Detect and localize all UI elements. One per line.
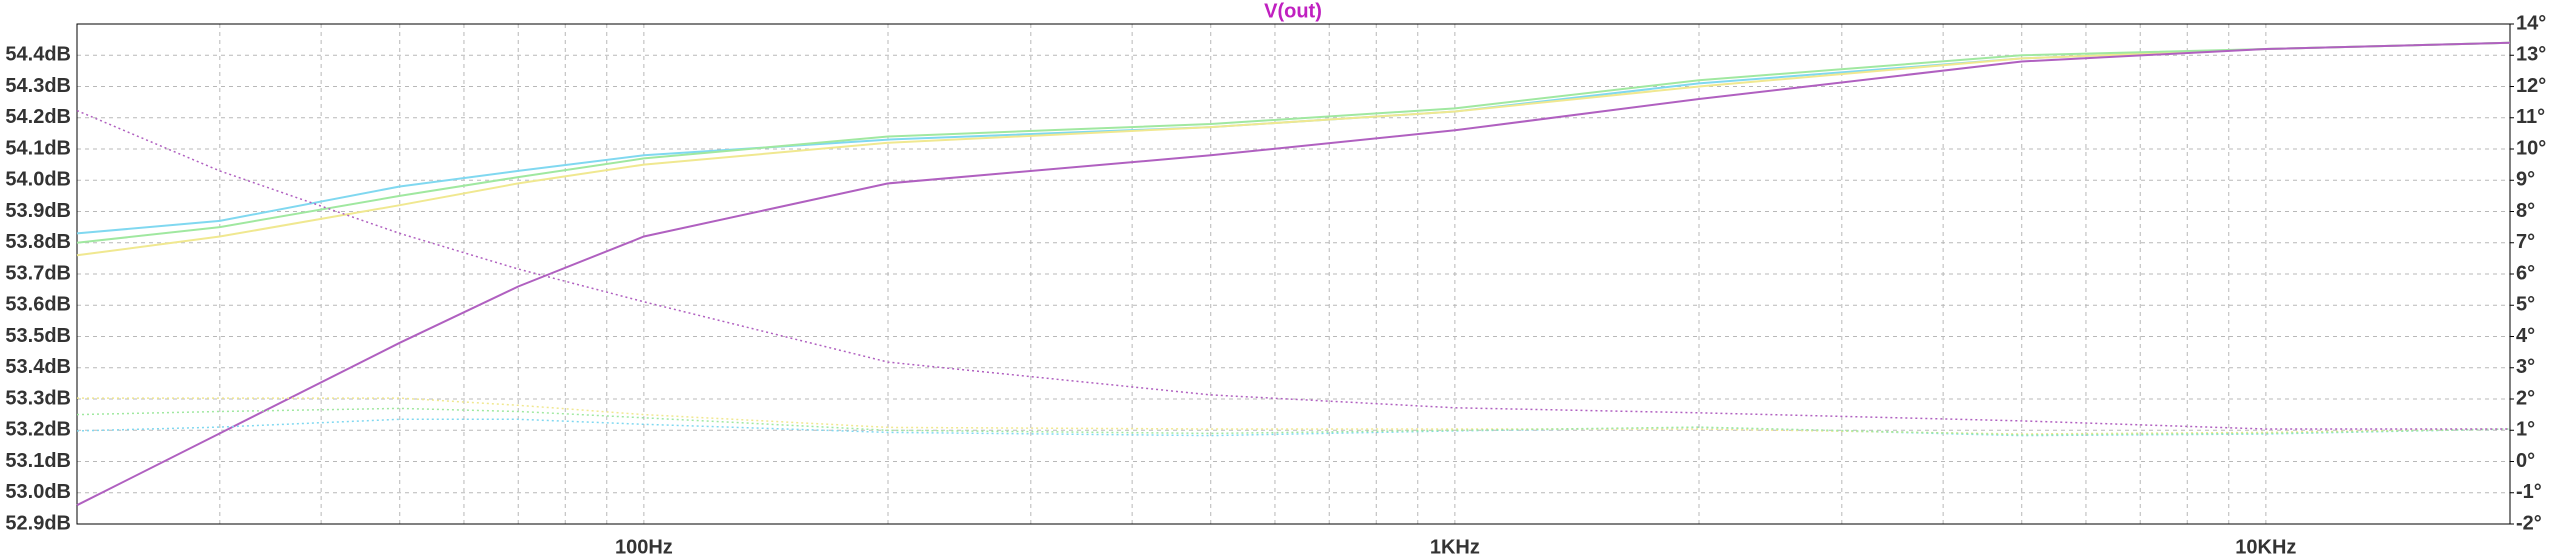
series-line: [76, 41, 2511, 235]
series-line: [77, 397, 2511, 435]
y2-tick-label: 6°: [2516, 262, 2535, 284]
x-tick-label: 10KHz: [2235, 536, 2296, 558]
series-line: [76, 41, 2511, 257]
y2-tick-label: 8°: [2516, 200, 2535, 222]
y-tick-label: 53.6dB: [5, 294, 71, 316]
y-tick-label: 54.4dB: [5, 44, 71, 66]
y2-tick-label: 1°: [2516, 419, 2535, 441]
y2-tick-label: 14°: [2516, 12, 2546, 34]
y2-tick-label: 13°: [2516, 44, 2546, 66]
series-line: [76, 407, 2511, 436]
y-tick-label: 53.4dB: [5, 356, 71, 378]
y2-tick-label: 7°: [2516, 231, 2535, 253]
y-tick-label: 52.9dB: [5, 512, 71, 534]
plot-frame: [76, 23, 2511, 525]
y2-tick-label: 11°: [2516, 106, 2545, 128]
y2-tick-label: 10°: [2516, 137, 2546, 159]
y-tick-label: 53.1dB: [5, 450, 71, 472]
y2-tick-label: 5°: [2516, 294, 2535, 316]
series-line: [76, 109, 2510, 430]
y2-tick-label: -1°: [2516, 481, 2542, 503]
y-tick-label: 53.2dB: [5, 419, 71, 441]
y-tick-label: 53.3dB: [5, 387, 71, 409]
series-line: [76, 418, 2511, 437]
y2-tick-label: -2°: [2516, 512, 2542, 534]
y2-tick-label: 2°: [2516, 387, 2535, 409]
y-tick-label: 53.5dB: [5, 325, 71, 347]
y-tick-label: 54.3dB: [5, 75, 71, 97]
y-tick-label: 53.8dB: [5, 231, 71, 253]
y2-tick-label: 12°: [2516, 75, 2546, 97]
chart-title: V(out): [1264, 0, 1322, 22]
y2-tick-label: 3°: [2516, 356, 2535, 378]
y2-tick-label: 0°: [2516, 450, 2535, 472]
y2-tick-label: 4°: [2516, 325, 2535, 347]
y-tick-label: 53.9dB: [5, 200, 71, 222]
x-tick-label: 100Hz: [615, 536, 673, 558]
y-tick-label: 54.0dB: [5, 169, 71, 191]
y2-tick-label: 9°: [2516, 169, 2535, 191]
series-line: [76, 41, 2511, 244]
y-tick-label: 54.2dB: [5, 106, 71, 128]
y-tick-label: 54.1dB: [5, 137, 71, 159]
y-tick-label: 53.0dB: [5, 481, 71, 503]
series-line: [76, 41, 2511, 507]
x-tick-label: 1KHz: [1430, 536, 1480, 558]
y-tick-label: 53.7dB: [5, 262, 71, 284]
